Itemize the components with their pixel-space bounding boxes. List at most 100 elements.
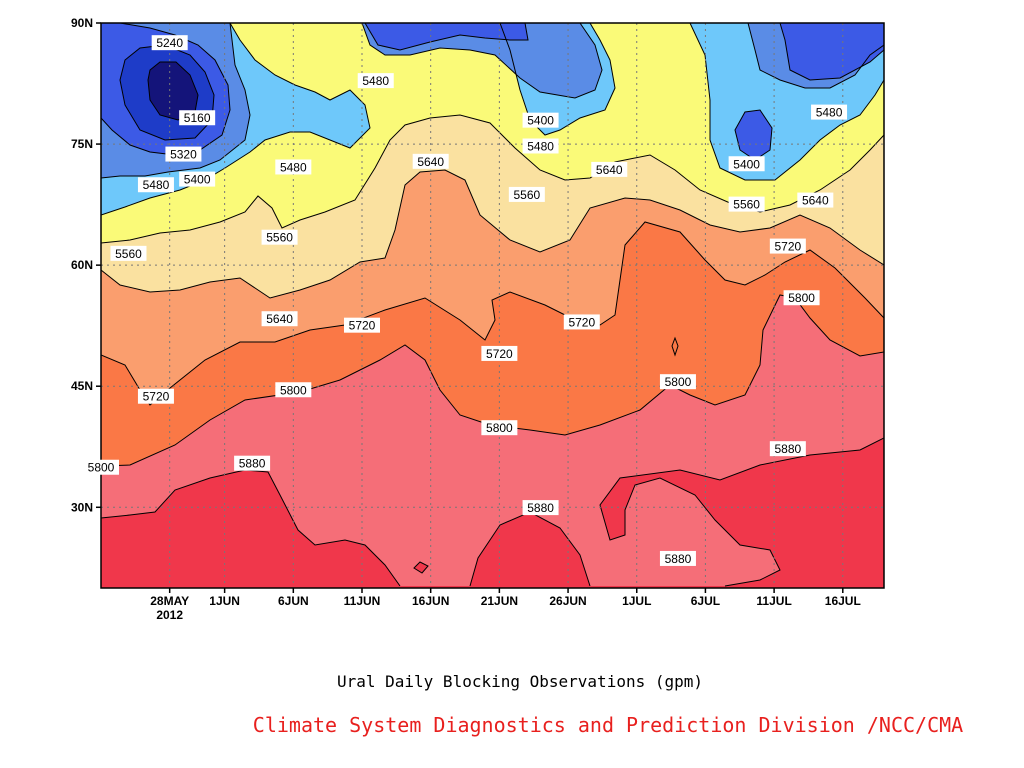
contour-label-text: 5560 [266, 231, 293, 245]
chart-title: Ural Daily Blocking Observations (gpm) [336, 672, 704, 691]
contour-label-box [165, 146, 202, 162]
contour-label-box [83, 459, 119, 475]
contour-line [689, 23, 884, 181]
contour-label-text: 5400 [184, 173, 211, 187]
x-tick-label: 21JUN [481, 594, 518, 608]
contour-label: 5560 [728, 196, 765, 212]
contour-label: 5800 [275, 382, 312, 398]
contour-label-box [797, 192, 834, 208]
contour-line [671, 336, 679, 357]
contour-label-box [769, 441, 806, 457]
contour-line [747, 23, 884, 89]
contour-label-box [151, 35, 188, 51]
contour-label-box [769, 238, 806, 254]
contour-label: 5800 [659, 374, 696, 390]
fill-5480 [101, 23, 884, 243]
contour-label-text: 5480 [143, 178, 170, 192]
x-tick-label: 1JUN [209, 594, 240, 608]
contour-line [599, 437, 884, 587]
contour-label: 5720 [481, 345, 518, 361]
contour-line [364, 23, 529, 51]
contour-label-box [179, 171, 216, 187]
contour-label-text: 5880 [527, 501, 554, 515]
contour-label-text: 5640 [802, 194, 829, 208]
contour-line [147, 61, 199, 121]
contour-label-box [275, 382, 312, 398]
x-tick-sublabel: 2012 [156, 608, 183, 622]
contour-label: 5800 [783, 290, 820, 306]
y-tick-label: 75N [71, 137, 93, 151]
contour-label: 5640 [797, 192, 834, 208]
plot-frame [100, 22, 885, 589]
contour-label-text: 5800 [665, 375, 692, 389]
contour-label-box [481, 420, 518, 436]
contour-label-text: 5640 [596, 163, 623, 177]
x-tick-label: 6JUN [278, 594, 309, 608]
contour-label-box [261, 311, 298, 327]
contour-label: 5480 [357, 73, 394, 89]
contour-label: 5400 [728, 156, 765, 172]
contour-label: 5480 [275, 159, 312, 175]
contour-label: 5240 [151, 35, 188, 51]
contour-line [734, 109, 773, 161]
contour-label-box [659, 374, 696, 390]
fill-lt5160 [148, 62, 198, 120]
y-tick-label: 30N [71, 500, 93, 514]
contour-label-text: 5160 [184, 111, 211, 125]
contour-label-box [344, 317, 380, 333]
x-tick-label: 16JUN [412, 594, 449, 608]
contour-label-box [261, 229, 298, 245]
contour-label-box [179, 110, 216, 126]
contour-label: 5560 [110, 245, 147, 261]
contour-label-text: 5560 [513, 188, 540, 202]
contour-label-text: 5880 [774, 442, 801, 456]
contour-label-box [522, 112, 559, 128]
contour-label-text: 5720 [774, 240, 801, 254]
contour-label-box [783, 290, 820, 306]
contour-line [361, 23, 603, 99]
contour-line [779, 23, 884, 81]
contour-label-text: 5560 [115, 247, 142, 261]
contour-label: 5880 [234, 455, 271, 471]
contour-label: 5480 [522, 138, 559, 154]
contour-label-text: 5480 [362, 74, 389, 88]
contour-label-box [110, 245, 147, 261]
contour-line [101, 23, 251, 179]
contour-label-box [357, 73, 394, 89]
y-tick-label: 60N [71, 258, 93, 272]
contour-label-text: 5800 [88, 461, 115, 475]
contour-label: 5640 [591, 161, 628, 177]
contour-label-text: 5480 [816, 106, 843, 120]
contour-label-text: 5800 [280, 383, 307, 397]
contour-label-text: 5880 [239, 457, 266, 471]
y-tick-label: 45N [71, 379, 93, 393]
contour-label-box [728, 196, 765, 212]
contour-label-text: 5800 [486, 421, 513, 435]
contour-label: 5160 [179, 110, 216, 126]
contour-labels: 5240 5160 5320 5400 5480 5560 5480 5560 5640 5720… [83, 35, 848, 566]
contour-label-box [659, 550, 696, 566]
chart-credit: Climate System Diagnostics and Predictio… [252, 713, 964, 737]
contour-label-text: 5400 [733, 157, 760, 171]
contour-label: 5800 [83, 459, 119, 475]
contour-label-box [481, 345, 518, 361]
contour-line [499, 23, 616, 136]
contour-label-box [412, 153, 449, 169]
contour-label-box [728, 156, 765, 172]
contour-label-box [522, 500, 559, 516]
contour-label: 5720 [563, 314, 600, 330]
contour-label: 5400 [522, 112, 559, 128]
x-tick-label: 16JUL [825, 594, 861, 608]
contour-label: 5640 [412, 153, 449, 169]
contour-fields [101, 23, 884, 588]
contour-label-box [234, 455, 271, 471]
contour-label-box [522, 138, 559, 154]
contour-label-text: 5720 [486, 347, 513, 361]
contour-label-box [275, 159, 312, 175]
contour-label-text: 5640 [266, 312, 293, 326]
contour-label-text: 5640 [417, 155, 444, 169]
contour-label: 5560 [508, 186, 545, 202]
y-axis: 90N 75N 60N 45N 30N [71, 16, 101, 514]
